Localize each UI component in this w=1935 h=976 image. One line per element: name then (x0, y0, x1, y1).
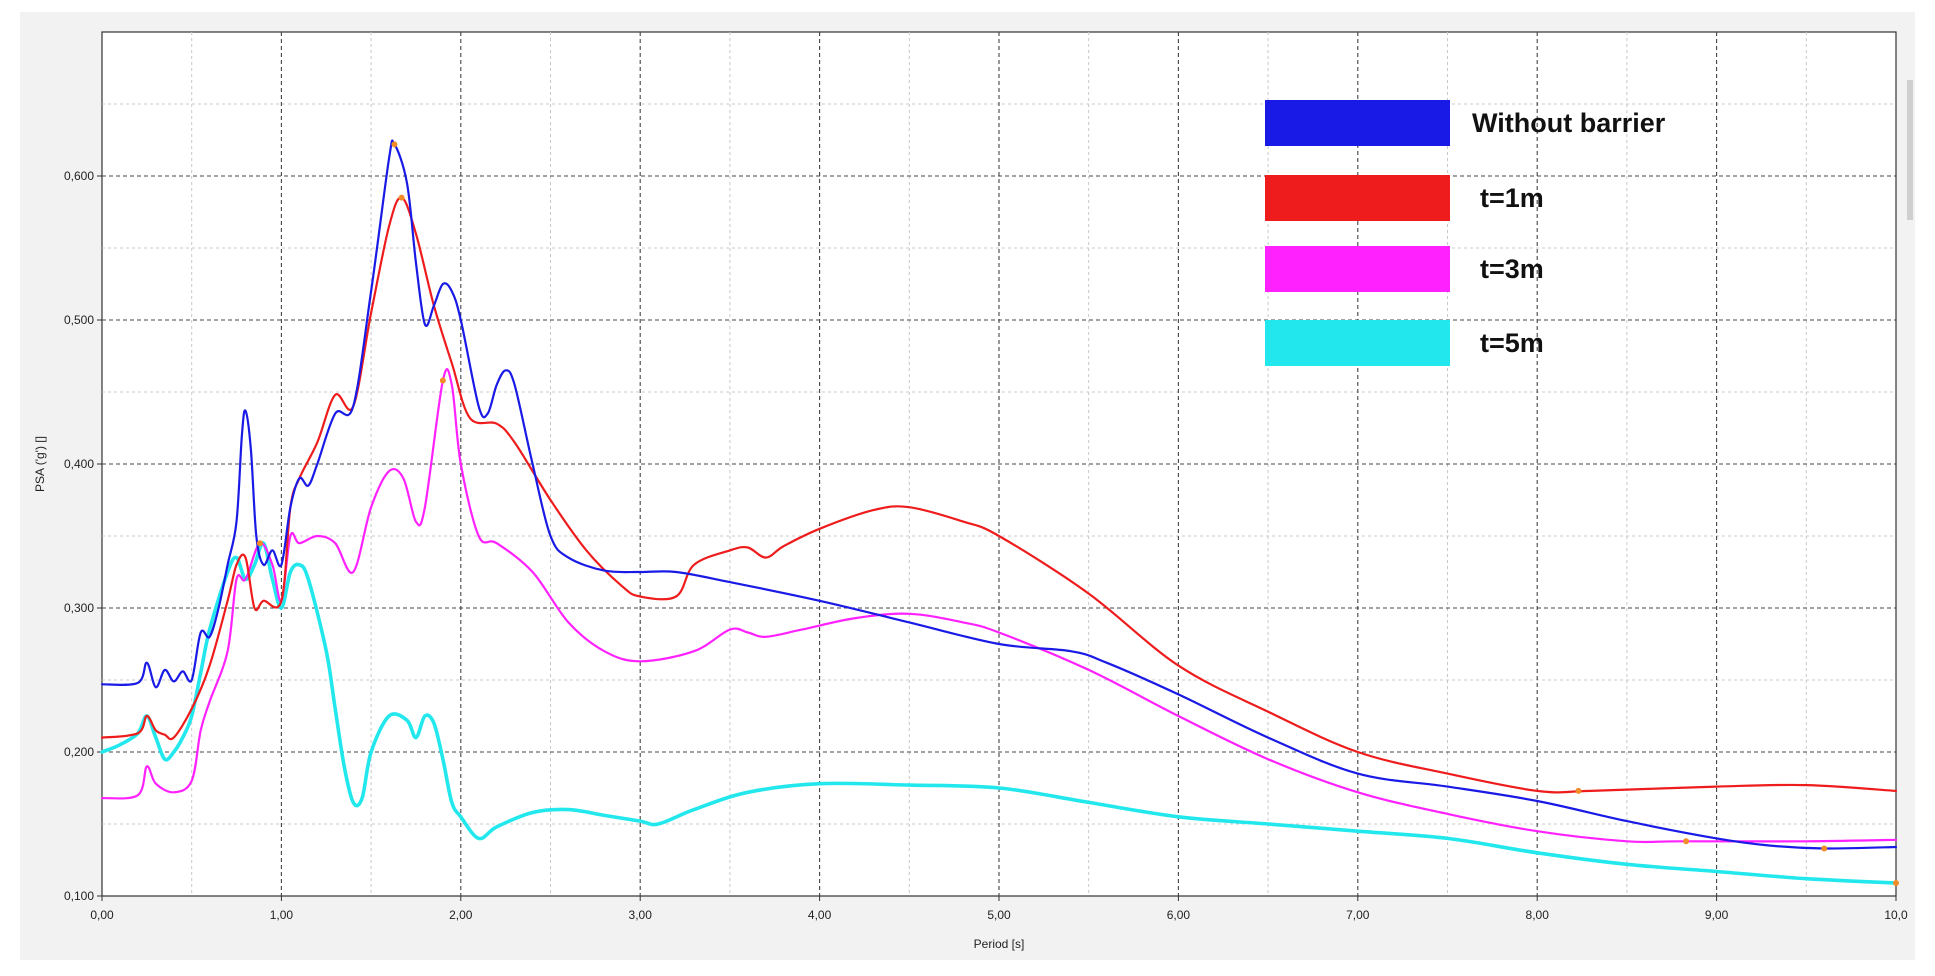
legend-label: Without barrier (1472, 108, 1666, 138)
legend-label: t=3m (1480, 254, 1544, 284)
data-point-marker (1893, 880, 1899, 887)
x-axis-label: Period [s] (974, 937, 1025, 951)
x-tick-label: 5,00 (987, 908, 1011, 922)
legend-swatch (1265, 175, 1450, 221)
data-point-marker (398, 194, 405, 201)
y-tick-label: 0,300 (64, 601, 94, 615)
x-tick-label: 9,00 (1705, 908, 1729, 922)
y-axis-label: PSA ('g') [] (33, 436, 47, 492)
x-tick-label: 3,00 (629, 908, 653, 922)
data-point-marker (1821, 845, 1828, 852)
window-edge (1907, 80, 1913, 220)
data-point-marker (439, 377, 446, 384)
x-tick-label: 6,00 (1167, 908, 1191, 922)
axis-ticks: 0,00 1,00 2,00 3,00 4,00 5,00 6,00 7,00 8,00 9,00… (64, 169, 1908, 922)
series-line-1 (100, 139, 1898, 850)
x-tick-label: 7,00 (1346, 908, 1370, 922)
y-tick-label: 0,100 (64, 889, 94, 903)
y-tick-label: 0,400 (64, 457, 94, 471)
x-tick-label: 1,00 (270, 908, 294, 922)
y-tick-label: 0,600 (64, 169, 94, 183)
y-tick-label: 0,200 (64, 745, 94, 759)
legend-label: t=1m (1480, 183, 1544, 213)
legend: Without barrier t=1m t=3m t=5m (1265, 100, 1666, 366)
legend-swatch (1265, 100, 1450, 146)
data-point-marker (1575, 787, 1582, 794)
x-tick-label: 2,00 (449, 908, 473, 922)
data-point-marker (256, 540, 263, 547)
x-tick-label: 8,00 (1526, 908, 1550, 922)
x-tick-label: 0,00 (90, 908, 114, 922)
legend-swatch (1265, 320, 1450, 366)
series-layer (100, 139, 1898, 885)
marker-layer (256, 141, 1899, 887)
legend-label: t=5m (1480, 328, 1544, 358)
series-line-2 (100, 196, 1898, 794)
x-tick-label: 10,0 (1884, 908, 1908, 922)
data-point-marker (391, 141, 398, 148)
legend-swatch (1265, 246, 1450, 292)
series-line-3 (100, 368, 1898, 844)
x-tick-label: 4,00 (808, 908, 832, 922)
y-tick-label: 0,500 (64, 313, 94, 327)
data-point-marker (1683, 838, 1690, 845)
